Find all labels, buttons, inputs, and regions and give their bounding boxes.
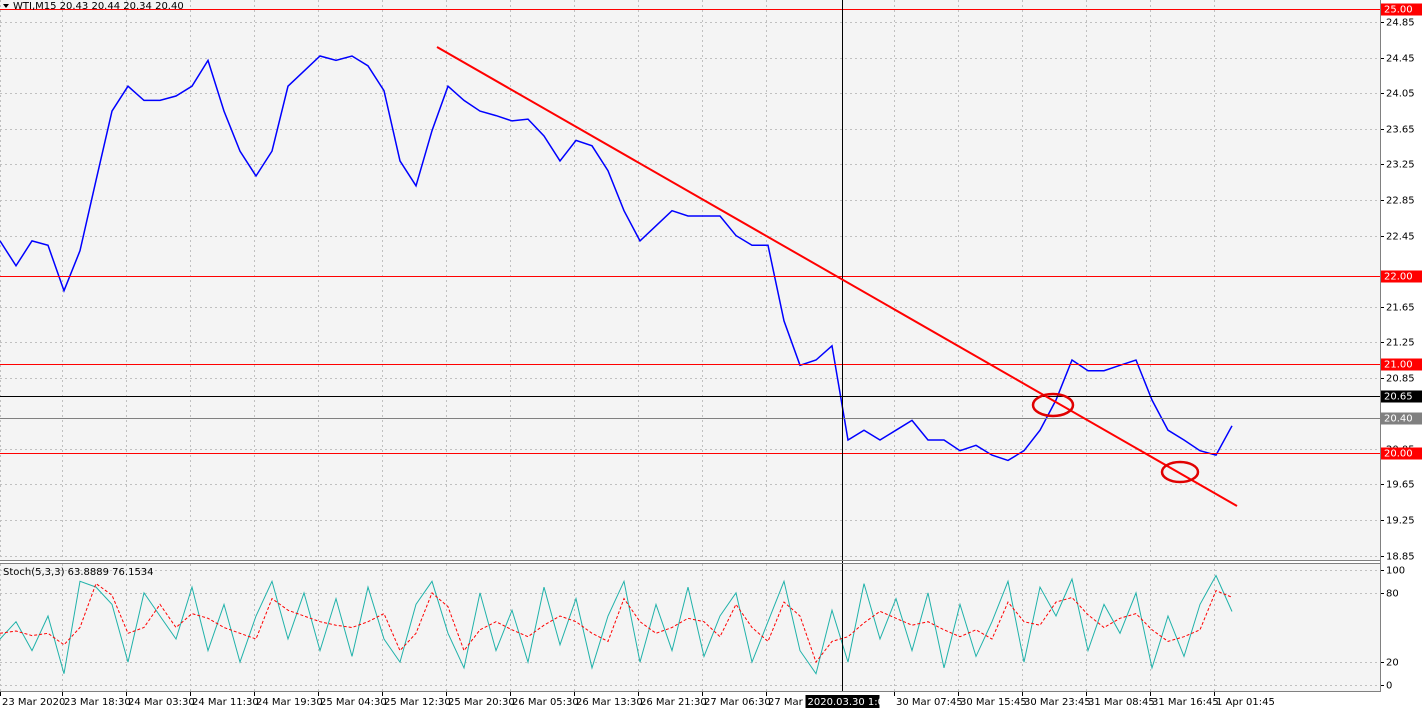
y-tick-label: 21.25 [1386, 338, 1415, 349]
level-label-box [1381, 390, 1422, 403]
x-tick-label: 27 Mar 06:30 [704, 697, 771, 708]
y-tick-label: 18.85 [1386, 552, 1415, 563]
x-tick-label: 23 Mar 2020 [2, 697, 65, 708]
crosshair-label-box [805, 695, 880, 708]
x-tick-label: 25 Mar 12:30 [384, 697, 451, 708]
y-tick-label: 100 [1386, 566, 1405, 577]
y-tick-label: 20 [1386, 658, 1399, 669]
x-tick-label: 24 Mar 11:30 [192, 697, 259, 708]
y-tick-label: 20.85 [1386, 374, 1415, 385]
x-tick-label: 23 Mar 18:30 [64, 697, 131, 708]
y-tick-label: 19.25 [1386, 516, 1415, 527]
x-tick-label: 31 Mar 16:45 [1152, 697, 1219, 708]
price-panel [0, 0, 1380, 560]
x-tick-label: 26 Mar 21:30 [640, 697, 707, 708]
highlight-ellipse [1160, 460, 1200, 484]
price-line [0, 55, 1233, 462]
y-tick-label: 24.85 [1386, 18, 1415, 29]
level-label: 22.00 [1384, 272, 1413, 283]
level-label-box [1381, 3, 1422, 16]
level-label-box [1381, 447, 1422, 460]
highlight-ellipse [1031, 392, 1075, 418]
y-tick-label: 0 [1386, 681, 1392, 692]
level-label: 20.40 [1384, 414, 1413, 425]
level-label: 21.00 [1384, 360, 1413, 371]
x-tick-label: 26 Mar 13:30 [576, 697, 643, 708]
level-label: 20.65 [1384, 392, 1413, 403]
level-label: 20.00 [1384, 449, 1413, 460]
y-tick-label: 23.25 [1386, 160, 1415, 171]
y-tick-label: 22.85 [1386, 196, 1415, 207]
chart-title: WTI,M15 20.43 20.44 20.34 20.40 [13, 1, 184, 12]
x-tick-label: 26 Mar 05:30 [512, 697, 579, 708]
crosshair-label: 2020.03.30 1:00 [808, 697, 891, 708]
y-tick-label: 22.45 [1386, 232, 1415, 243]
y-tick-label: 23.65 [1386, 125, 1415, 136]
x-tick-label: 27 Mar 1 [768, 697, 812, 708]
chart-icon [3, 4, 9, 8]
y-tick-label: 19.65 [1386, 480, 1415, 491]
level-label-box [1381, 270, 1422, 283]
y-tick-label: 24.45 [1386, 54, 1415, 65]
level-label-box [1381, 412, 1422, 425]
x-tick-label: 24 Mar 03:30 [128, 697, 195, 708]
price-line [0, 582, 1233, 664]
x-tick-label: 30 Mar 23:45 [1024, 697, 1091, 708]
x-tick-label: 25 Mar 20:30 [448, 697, 515, 708]
y-tick-label: 21.65 [1386, 303, 1415, 314]
x-tick-label: 31 Mar 08:45 [1088, 697, 1155, 708]
price-line [0, 574, 1233, 675]
stoch-title: Stoch(5,3,3) 63.8889 76.1534 [3, 567, 154, 578]
level-label: 25.00 [1384, 5, 1413, 16]
level-label-box [1381, 358, 1422, 371]
y-tick-label: 24.05 [1386, 89, 1415, 100]
x-tick-label: 30 Mar 07:45 [896, 697, 963, 708]
x-tick-label: 25 Mar 04:30 [320, 697, 387, 708]
x-tick-label: 30 Mar 15:45 [960, 697, 1027, 708]
x-tick-label: 24 Mar 19:30 [256, 697, 323, 708]
trendline [436, 46, 1238, 507]
y-tick-label: 80 [1386, 589, 1399, 600]
x-tick-label: 1 Apr 01:45 [1216, 697, 1275, 708]
